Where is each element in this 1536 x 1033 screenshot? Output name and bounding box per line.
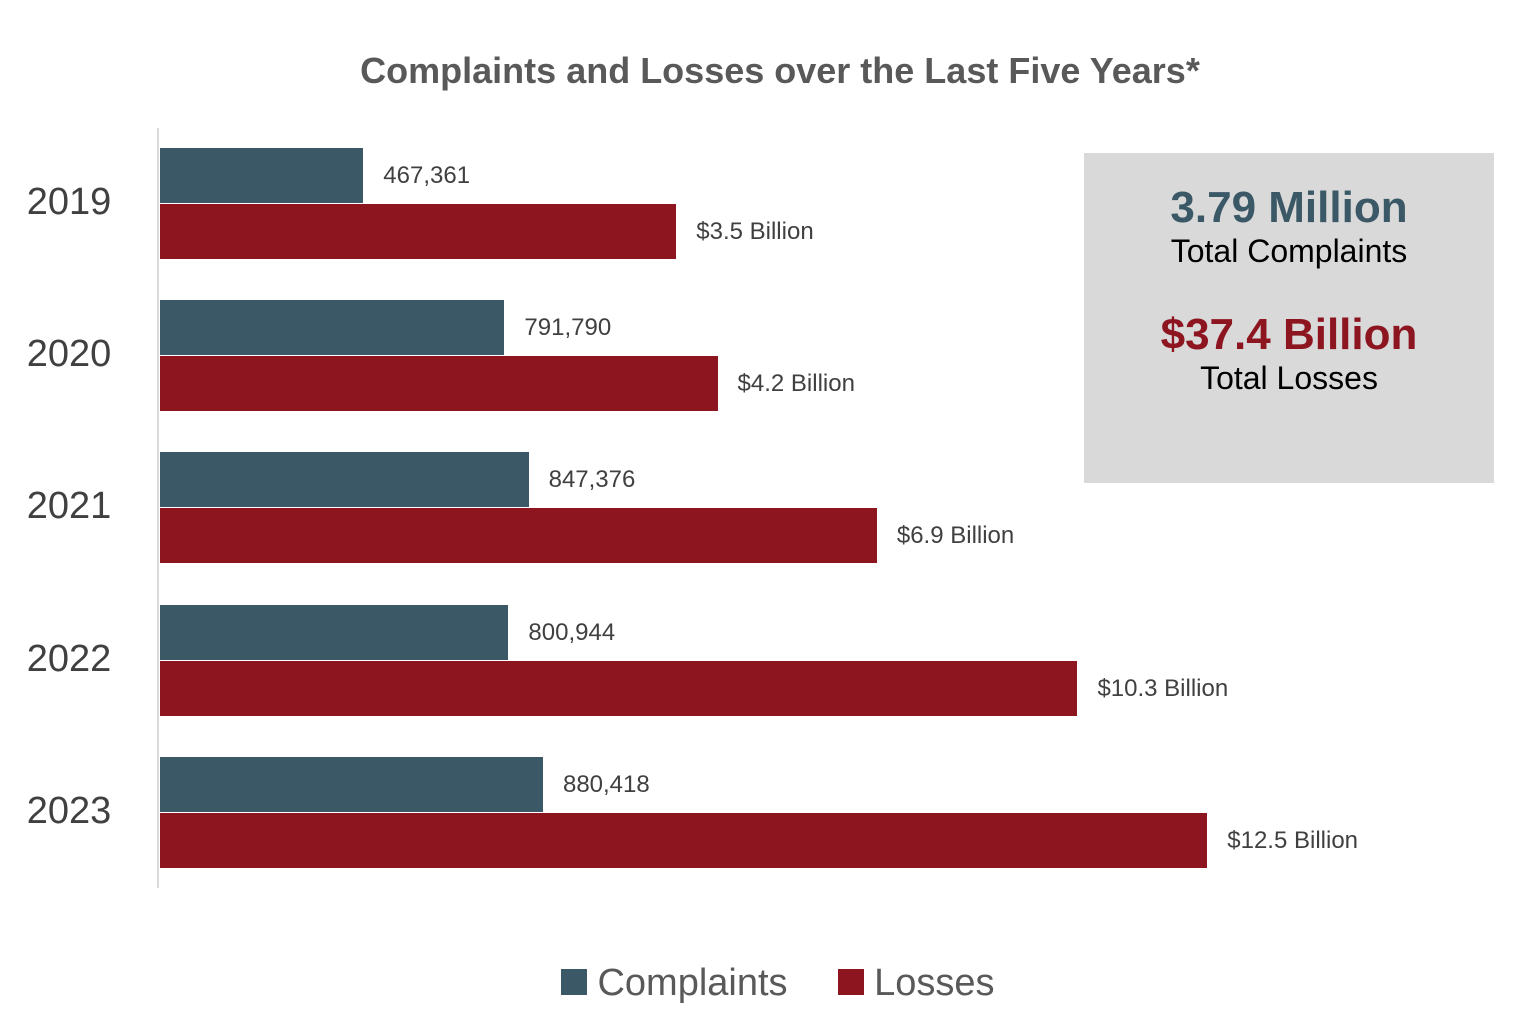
data-label-losses: $10.3 Billion	[1097, 674, 1229, 702]
data-label-complaints: 847,376	[548, 466, 636, 494]
year-label: 2021	[26, 485, 112, 528]
bar-complaints	[160, 756, 543, 812]
data-label-complaints: 791,790	[524, 314, 612, 342]
year-label: 2019	[26, 181, 112, 223]
data-label-complaints: 800,944	[528, 618, 616, 646]
total-complaints-value: 3.79 Million	[1170, 183, 1408, 232]
bar-complaints	[160, 452, 529, 508]
legend-swatch-complaints	[561, 968, 588, 995]
data-label-losses: $6.9 Billion	[896, 522, 1015, 550]
data-label-losses: $4.2 Billion	[737, 370, 855, 398]
total-losses-caption: Total Losses	[1200, 360, 1378, 396]
year-label: 2022	[26, 637, 112, 680]
data-label-losses: $3.5 Billion	[696, 218, 814, 245]
bar-complaints	[160, 300, 505, 356]
total-complaints-caption: Total Complaints	[1170, 233, 1408, 269]
y-axis-line	[157, 128, 159, 888]
chart-title: Complaints and Losses over the Last Five…	[360, 50, 1200, 91]
bar-losses	[160, 812, 1208, 868]
year-label: 2023	[26, 789, 112, 832]
legend-item-losses: Losses	[838, 962, 995, 1004]
bar-losses	[160, 660, 1078, 716]
summary-box: 3.79 Million Total Complaints $37.4 Bill…	[1084, 153, 1494, 483]
total-losses-value: $37.4 Billion	[1160, 310, 1418, 359]
bar-losses	[160, 508, 877, 564]
legend-item-complaints: Complaints	[561, 962, 788, 1004]
bar-losses	[160, 204, 677, 259]
data-label-losses: $12.5 Billion	[1227, 826, 1359, 854]
year-label: 2020	[26, 333, 112, 376]
bar-losses	[160, 356, 718, 412]
legend-label-losses: Losses	[874, 962, 995, 1004]
bar-complaints	[160, 148, 364, 203]
legend-swatch-losses	[838, 968, 865, 995]
legend: Complaints Losses	[0, 962, 1536, 1005]
legend-label-complaints: Complaints	[597, 962, 788, 1004]
data-label-complaints: 467,361	[383, 162, 471, 189]
bar-complaints	[160, 604, 509, 660]
data-label-complaints: 880,418	[562, 770, 650, 798]
